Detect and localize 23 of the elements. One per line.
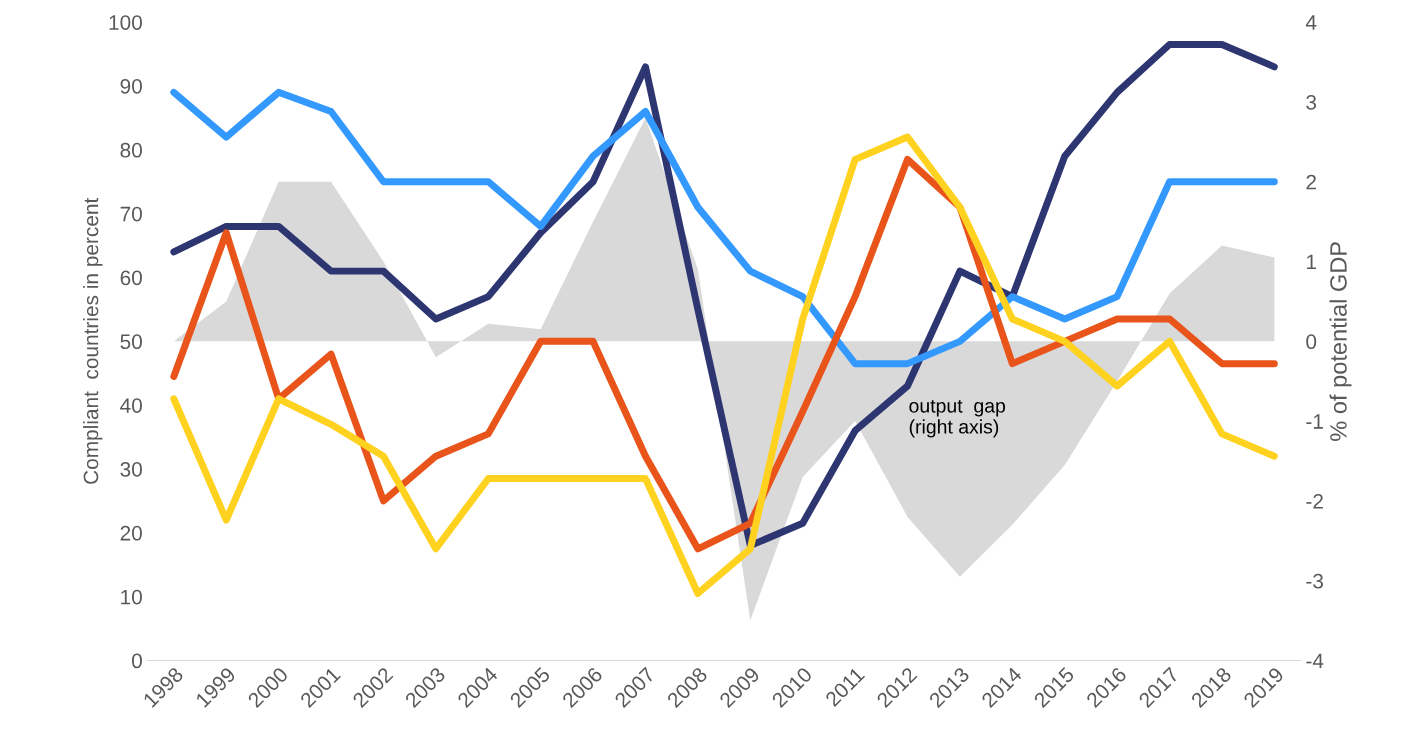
y-tick-label: 10 [121, 589, 142, 605]
y2-tick-label: 1 [1307, 254, 1316, 270]
y2-tick-label: -1 [1306, 414, 1323, 429]
y-tick-label: 70 [120, 206, 142, 222]
y-tick-label: 90 [120, 78, 142, 94]
y-tick-label: 0 [132, 653, 142, 669]
y2-tick-label: -2 [1306, 493, 1323, 509]
y-tick-label: 60 [120, 270, 142, 286]
y2-tick-label: -4 [1306, 653, 1324, 669]
y2-tick-label: 0 [1306, 334, 1317, 350]
y-tick-label: 20 [120, 525, 142, 541]
y2-tick-label: 4 [1305, 15, 1317, 30]
annotation: output gap (right axis) [909, 399, 1006, 438]
y-tick-label: 80 [120, 142, 142, 158]
y-tick-label: 40 [120, 398, 142, 413]
y2-tick-label: 2 [1306, 174, 1316, 190]
y2-axis-title: % of potential GDP [1329, 242, 1352, 441]
y2-tick-label: -3 [1306, 573, 1324, 589]
y2-tick-label: 3 [1306, 94, 1317, 110]
y-tick-label: 50 [120, 334, 142, 350]
y-tick-label: 30 [120, 462, 142, 477]
y-tick-label: 100 [109, 15, 142, 30]
y-axis-title: Compliant countries in percent [83, 197, 103, 484]
